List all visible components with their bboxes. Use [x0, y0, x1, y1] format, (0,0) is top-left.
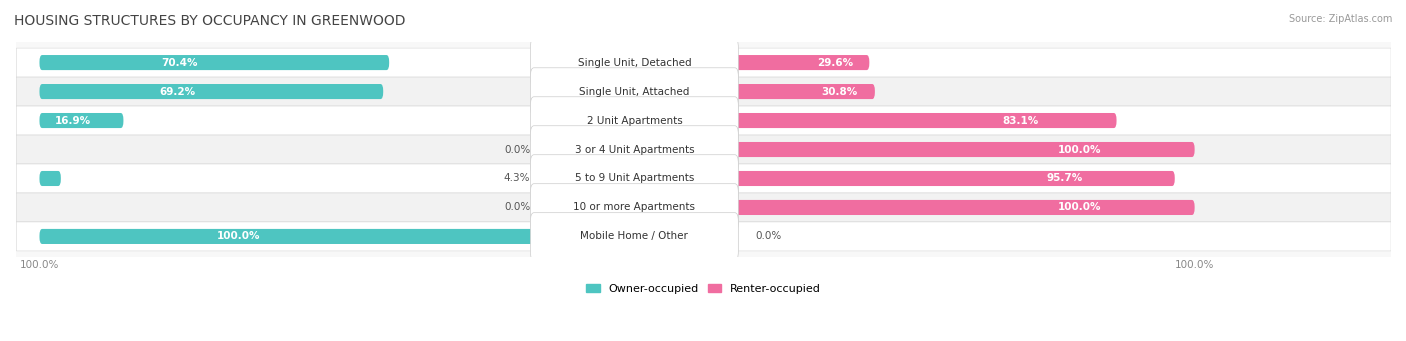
Text: 0.0%: 0.0%	[505, 203, 530, 212]
FancyBboxPatch shape	[733, 200, 1195, 215]
FancyBboxPatch shape	[733, 142, 1195, 157]
Text: 83.1%: 83.1%	[1002, 116, 1039, 125]
Text: Single Unit, Detached: Single Unit, Detached	[578, 58, 692, 68]
FancyBboxPatch shape	[733, 113, 1116, 128]
FancyBboxPatch shape	[39, 229, 536, 244]
Text: 100.0%: 100.0%	[217, 232, 260, 241]
FancyBboxPatch shape	[17, 193, 1391, 222]
Text: Source: ZipAtlas.com: Source: ZipAtlas.com	[1288, 14, 1392, 24]
Text: 0.0%: 0.0%	[755, 232, 782, 241]
FancyBboxPatch shape	[530, 155, 738, 202]
Text: 100.0%: 100.0%	[1057, 145, 1101, 154]
Text: 30.8%: 30.8%	[821, 87, 858, 97]
Text: HOUSING STRUCTURES BY OCCUPANCY IN GREENWOOD: HOUSING STRUCTURES BY OCCUPANCY IN GREEN…	[14, 14, 405, 28]
FancyBboxPatch shape	[17, 135, 1391, 164]
FancyBboxPatch shape	[530, 97, 738, 144]
FancyBboxPatch shape	[17, 106, 1391, 135]
Text: 10 or more Apartments: 10 or more Apartments	[574, 203, 696, 212]
FancyBboxPatch shape	[17, 77, 1391, 106]
Text: 16.9%: 16.9%	[55, 116, 91, 125]
FancyBboxPatch shape	[17, 222, 1391, 251]
Text: Mobile Home / Other: Mobile Home / Other	[581, 232, 689, 241]
FancyBboxPatch shape	[733, 171, 1175, 186]
Text: 95.7%: 95.7%	[1046, 174, 1083, 183]
FancyBboxPatch shape	[17, 48, 1391, 77]
Text: 29.6%: 29.6%	[817, 58, 853, 68]
FancyBboxPatch shape	[39, 113, 124, 128]
Text: 4.3%: 4.3%	[503, 174, 530, 183]
Text: 100.0%: 100.0%	[1057, 203, 1101, 212]
Text: 0.0%: 0.0%	[505, 145, 530, 154]
Legend: Owner-occupied, Renter-occupied: Owner-occupied, Renter-occupied	[582, 279, 825, 298]
FancyBboxPatch shape	[39, 171, 60, 186]
FancyBboxPatch shape	[733, 84, 875, 99]
Text: Single Unit, Attached: Single Unit, Attached	[579, 87, 689, 97]
FancyBboxPatch shape	[733, 55, 869, 70]
FancyBboxPatch shape	[530, 39, 738, 86]
FancyBboxPatch shape	[530, 213, 738, 260]
Text: 70.4%: 70.4%	[162, 58, 198, 68]
FancyBboxPatch shape	[17, 164, 1391, 193]
Text: 3 or 4 Unit Apartments: 3 or 4 Unit Apartments	[575, 145, 695, 154]
FancyBboxPatch shape	[530, 68, 738, 115]
Text: 2 Unit Apartments: 2 Unit Apartments	[586, 116, 682, 125]
Text: 69.2%: 69.2%	[159, 87, 195, 97]
Text: 5 to 9 Unit Apartments: 5 to 9 Unit Apartments	[575, 174, 695, 183]
FancyBboxPatch shape	[530, 126, 738, 173]
FancyBboxPatch shape	[39, 55, 389, 70]
FancyBboxPatch shape	[39, 84, 384, 99]
FancyBboxPatch shape	[530, 184, 738, 231]
